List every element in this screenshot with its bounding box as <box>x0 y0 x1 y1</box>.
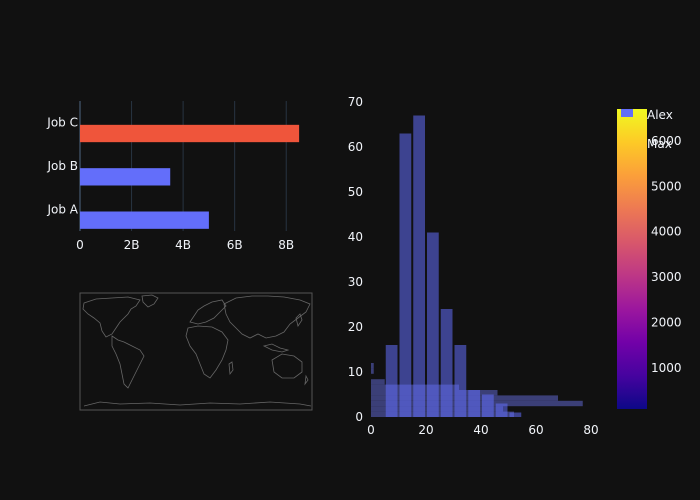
coastline-europe <box>189 299 227 325</box>
world-map-panel <box>79 292 313 411</box>
colorbar: 1000 2000 3000 4000 5000 6000 Max <box>617 109 682 409</box>
hist-y-tick-label: 40 <box>348 230 363 244</box>
legend[interactable]: Alex <box>621 108 673 122</box>
colorbar-tick-label: 3000 <box>651 270 682 284</box>
bar-x-tick-label: 4B <box>175 238 191 252</box>
hist-x-tick-label: 20 <box>418 423 433 437</box>
colorbar-gradient <box>617 109 647 409</box>
hist-y-tick-label: 30 <box>348 275 363 289</box>
hist-y-tick-label: 50 <box>348 185 363 199</box>
coastline-australia <box>271 353 303 379</box>
bar-x-tick-label: 2B <box>124 238 140 252</box>
histogram-bar[interactable] <box>440 309 453 417</box>
coastline-north-america <box>82 296 141 338</box>
histogram-bar[interactable] <box>495 403 508 418</box>
coastline-new-zealand <box>304 374 309 386</box>
histogram-bar[interactable] <box>509 412 522 418</box>
histogram-bar[interactable] <box>468 390 480 417</box>
legend-swatch-alex <box>621 109 633 117</box>
colorbar-tick-label: 5000 <box>651 179 682 193</box>
bar-job-a[interactable] <box>80 211 209 229</box>
heatmap-strip <box>371 363 374 369</box>
legend-label-alex: Alex <box>647 108 673 122</box>
coastline-africa <box>185 325 229 379</box>
histogram-bar[interactable] <box>385 345 398 417</box>
hist-x-tick-label: 80 <box>583 423 598 437</box>
coastline-antarctica <box>83 401 312 407</box>
bar-x-tick-label: 6B <box>227 238 243 252</box>
coastline-japan <box>295 313 303 327</box>
histogram-bar[interactable] <box>427 232 439 418</box>
map-coastlines <box>82 294 312 407</box>
colorbar-title: Max <box>647 137 672 151</box>
hist-x-tick-label: 60 <box>528 423 543 437</box>
colorbar-tick-label: 6000 <box>651 134 682 148</box>
hist-y-tick-label: 10 <box>348 365 363 379</box>
hist-x-tick-label: 0 <box>367 423 375 437</box>
bar-x-tick-label: 8B <box>278 238 294 252</box>
histogram-bar[interactable] <box>454 345 467 417</box>
colorbar-ticks: 1000 2000 3000 4000 5000 6000 <box>651 134 682 375</box>
coastline-greenland <box>141 294 159 308</box>
colorbar-tick-label: 2000 <box>651 316 682 330</box>
bar-job-b[interactable] <box>80 168 171 186</box>
coastline-south-america <box>111 335 145 389</box>
hist-y-tick-label: 0 <box>355 410 363 424</box>
hist-x-tick-label: 40 <box>473 423 488 437</box>
bar-y-tick-label: Job A <box>46 202 78 216</box>
histogram-bar[interactable] <box>482 394 494 418</box>
colorbar-tick-label: 4000 <box>651 225 682 239</box>
histogram-panel: 0 20 40 60 80 0 10 20 30 40 50 60 70 <box>348 95 599 437</box>
hist-y-tick-label: 60 <box>348 140 363 154</box>
hist-y-tick-label: 70 <box>348 95 363 109</box>
heatmap-strip <box>371 368 374 374</box>
bar-chart-panel: 0 2B 4B 6B 8B Job A Job B Job C <box>46 101 300 252</box>
bar-x-tick-label: 0 <box>76 238 84 252</box>
hist-y-tick-label: 20 <box>348 320 363 334</box>
histogram-bar[interactable] <box>399 133 412 418</box>
colorbar-tick-label: 1000 <box>651 361 682 375</box>
histogram-bar[interactable] <box>413 115 425 418</box>
heatmap-strip <box>371 379 385 385</box>
coastline-madagascar <box>228 361 234 376</box>
coastline-asia <box>223 295 311 339</box>
bar-job-c[interactable] <box>80 124 300 143</box>
coastline-indonesia <box>262 343 290 353</box>
bar-y-tick-label: Job C <box>46 116 78 130</box>
bar-y-tick-label: Job B <box>46 159 78 173</box>
